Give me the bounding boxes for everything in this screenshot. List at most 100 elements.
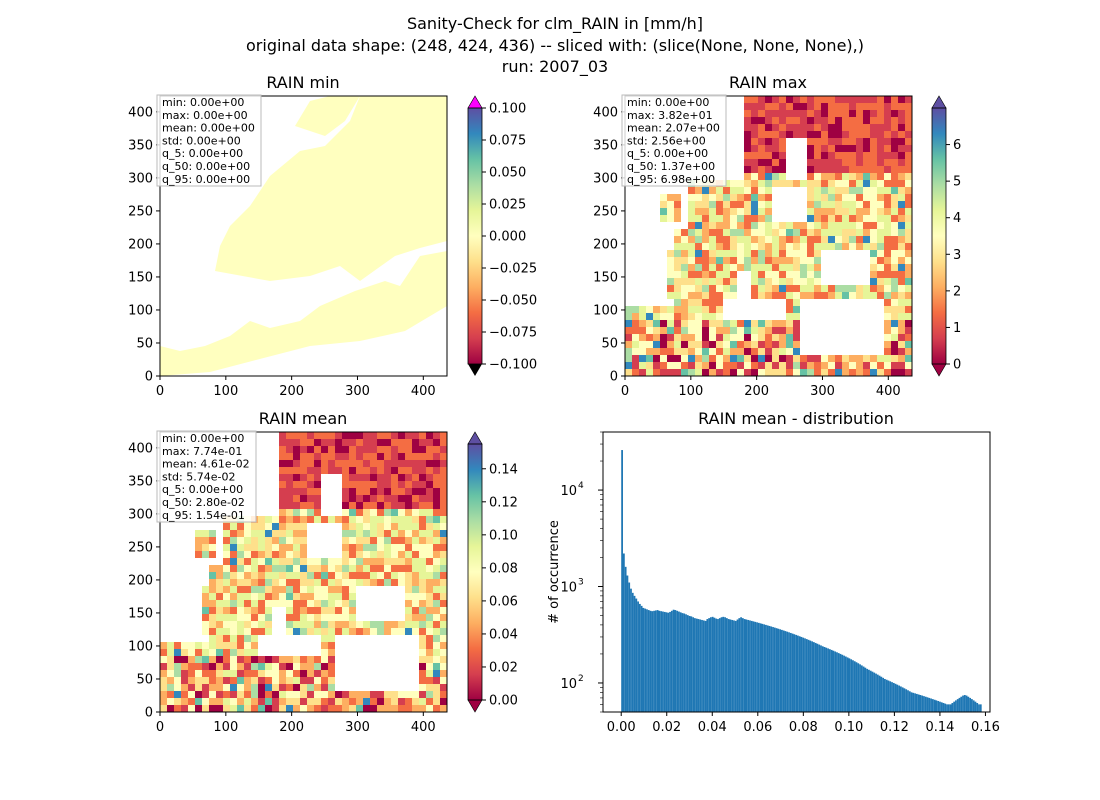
map-cell-max [884, 299, 891, 306]
map-cell-mean [314, 684, 321, 691]
map-cell-max [793, 243, 800, 250]
map-cell-mean [293, 628, 300, 635]
map-cell-max [751, 187, 758, 194]
map-cell-mean [412, 593, 419, 600]
map-cell-max [835, 229, 842, 236]
stat-line-min: std: 0.00e+00 [162, 134, 241, 147]
map-cell-mean [405, 530, 412, 537]
map-cell-mean [272, 537, 279, 544]
map-cell-mean [384, 579, 391, 586]
map-cell-max [702, 355, 709, 362]
map-cell-mean [426, 544, 433, 551]
map-cell-max [898, 103, 905, 110]
map-cell-max [667, 369, 674, 376]
map-cell-mean [321, 635, 328, 642]
map-cell-mean [314, 593, 321, 600]
map-cell-max [751, 362, 758, 369]
histogram-bar [887, 680, 890, 712]
map-cell-mean [391, 565, 398, 572]
map-cell-max [814, 278, 821, 285]
map-cell-max [765, 138, 772, 145]
map-cell-max [653, 355, 660, 362]
map-cell-mean [391, 446, 398, 453]
map-cell-max [751, 341, 758, 348]
map-cell-max [877, 145, 884, 152]
map-cell-mean [321, 432, 328, 439]
map-cell-mean [433, 677, 440, 684]
histogram-bar [768, 625, 771, 712]
map-cell-max [821, 355, 828, 362]
map-cell-max [786, 278, 793, 285]
map-cell-max [681, 320, 688, 327]
map-cell-mean [237, 551, 244, 558]
map-cell-max [744, 131, 751, 138]
map-cell-max [779, 152, 786, 159]
y-tick-label-max: 400 [593, 105, 618, 120]
x-tick-label-min: 300 [345, 384, 370, 399]
map-cell-max [660, 355, 667, 362]
map-cell-max [709, 250, 716, 257]
map-cell-mean [230, 684, 237, 691]
map-cell-mean [237, 523, 244, 530]
map-cell-max [800, 124, 807, 131]
map-cell-mean [300, 614, 307, 621]
map-cell-mean [216, 691, 223, 698]
map-cell-mean [237, 600, 244, 607]
map-cell-max [849, 145, 856, 152]
map-cell-mean [265, 586, 272, 593]
map-cell-max [870, 243, 877, 250]
map-cell-mean [384, 516, 391, 523]
map-cell-mean [440, 432, 447, 439]
map-cell-mean [405, 593, 412, 600]
map-cell-mean [405, 698, 412, 705]
map-cell-mean [202, 600, 209, 607]
map-cell-mean [251, 614, 258, 621]
map-cell-mean [314, 628, 321, 635]
map-cell-mean [293, 495, 300, 502]
map-cell-max [814, 187, 821, 194]
map-cell-max [779, 271, 786, 278]
map-cell-mean [377, 551, 384, 558]
map-cell-mean [202, 691, 209, 698]
map-cell-mean [272, 684, 279, 691]
map-cell-mean [426, 495, 433, 502]
histogram-bar [850, 659, 853, 712]
map-cell-max [751, 236, 758, 243]
map-cell-mean [377, 523, 384, 530]
map-cell-max [744, 96, 751, 103]
map-cell-max [828, 110, 835, 117]
map-cell-mean [440, 495, 447, 502]
map-cell-max [758, 236, 765, 243]
map-cell-mean [440, 516, 447, 523]
map-cell-max [709, 271, 716, 278]
histogram-bar [784, 631, 787, 712]
map-cell-max [835, 355, 842, 362]
map-cell-max [709, 285, 716, 292]
map-cell-max [702, 362, 709, 369]
map-cell-mean [300, 481, 307, 488]
map-cell-max [884, 103, 891, 110]
map-cell-mean [433, 614, 440, 621]
map-cell-mean [440, 481, 447, 488]
map-cell-max [821, 222, 828, 229]
map-cell-mean [321, 446, 328, 453]
map-cell-mean [265, 551, 272, 558]
map-cell-mean [230, 614, 237, 621]
y-tick-label-min: 200 [128, 237, 153, 252]
map-cell-mean [398, 495, 405, 502]
map-cell-max [765, 341, 772, 348]
map-cell-max [667, 201, 674, 208]
map-cell-max [870, 278, 877, 285]
map-cell-max [842, 285, 849, 292]
map-cell-max [730, 250, 737, 257]
histogram-bar [786, 631, 789, 712]
map-cell-mean [202, 684, 209, 691]
map-cell-mean [335, 614, 342, 621]
map-cell-max [905, 313, 912, 320]
map-cell-mean [349, 432, 356, 439]
map-cell-max [863, 96, 870, 103]
map-cell-max [779, 285, 786, 292]
map-cell-max [765, 117, 772, 124]
map-cell-mean [412, 614, 419, 621]
histogram-bar [958, 697, 961, 712]
